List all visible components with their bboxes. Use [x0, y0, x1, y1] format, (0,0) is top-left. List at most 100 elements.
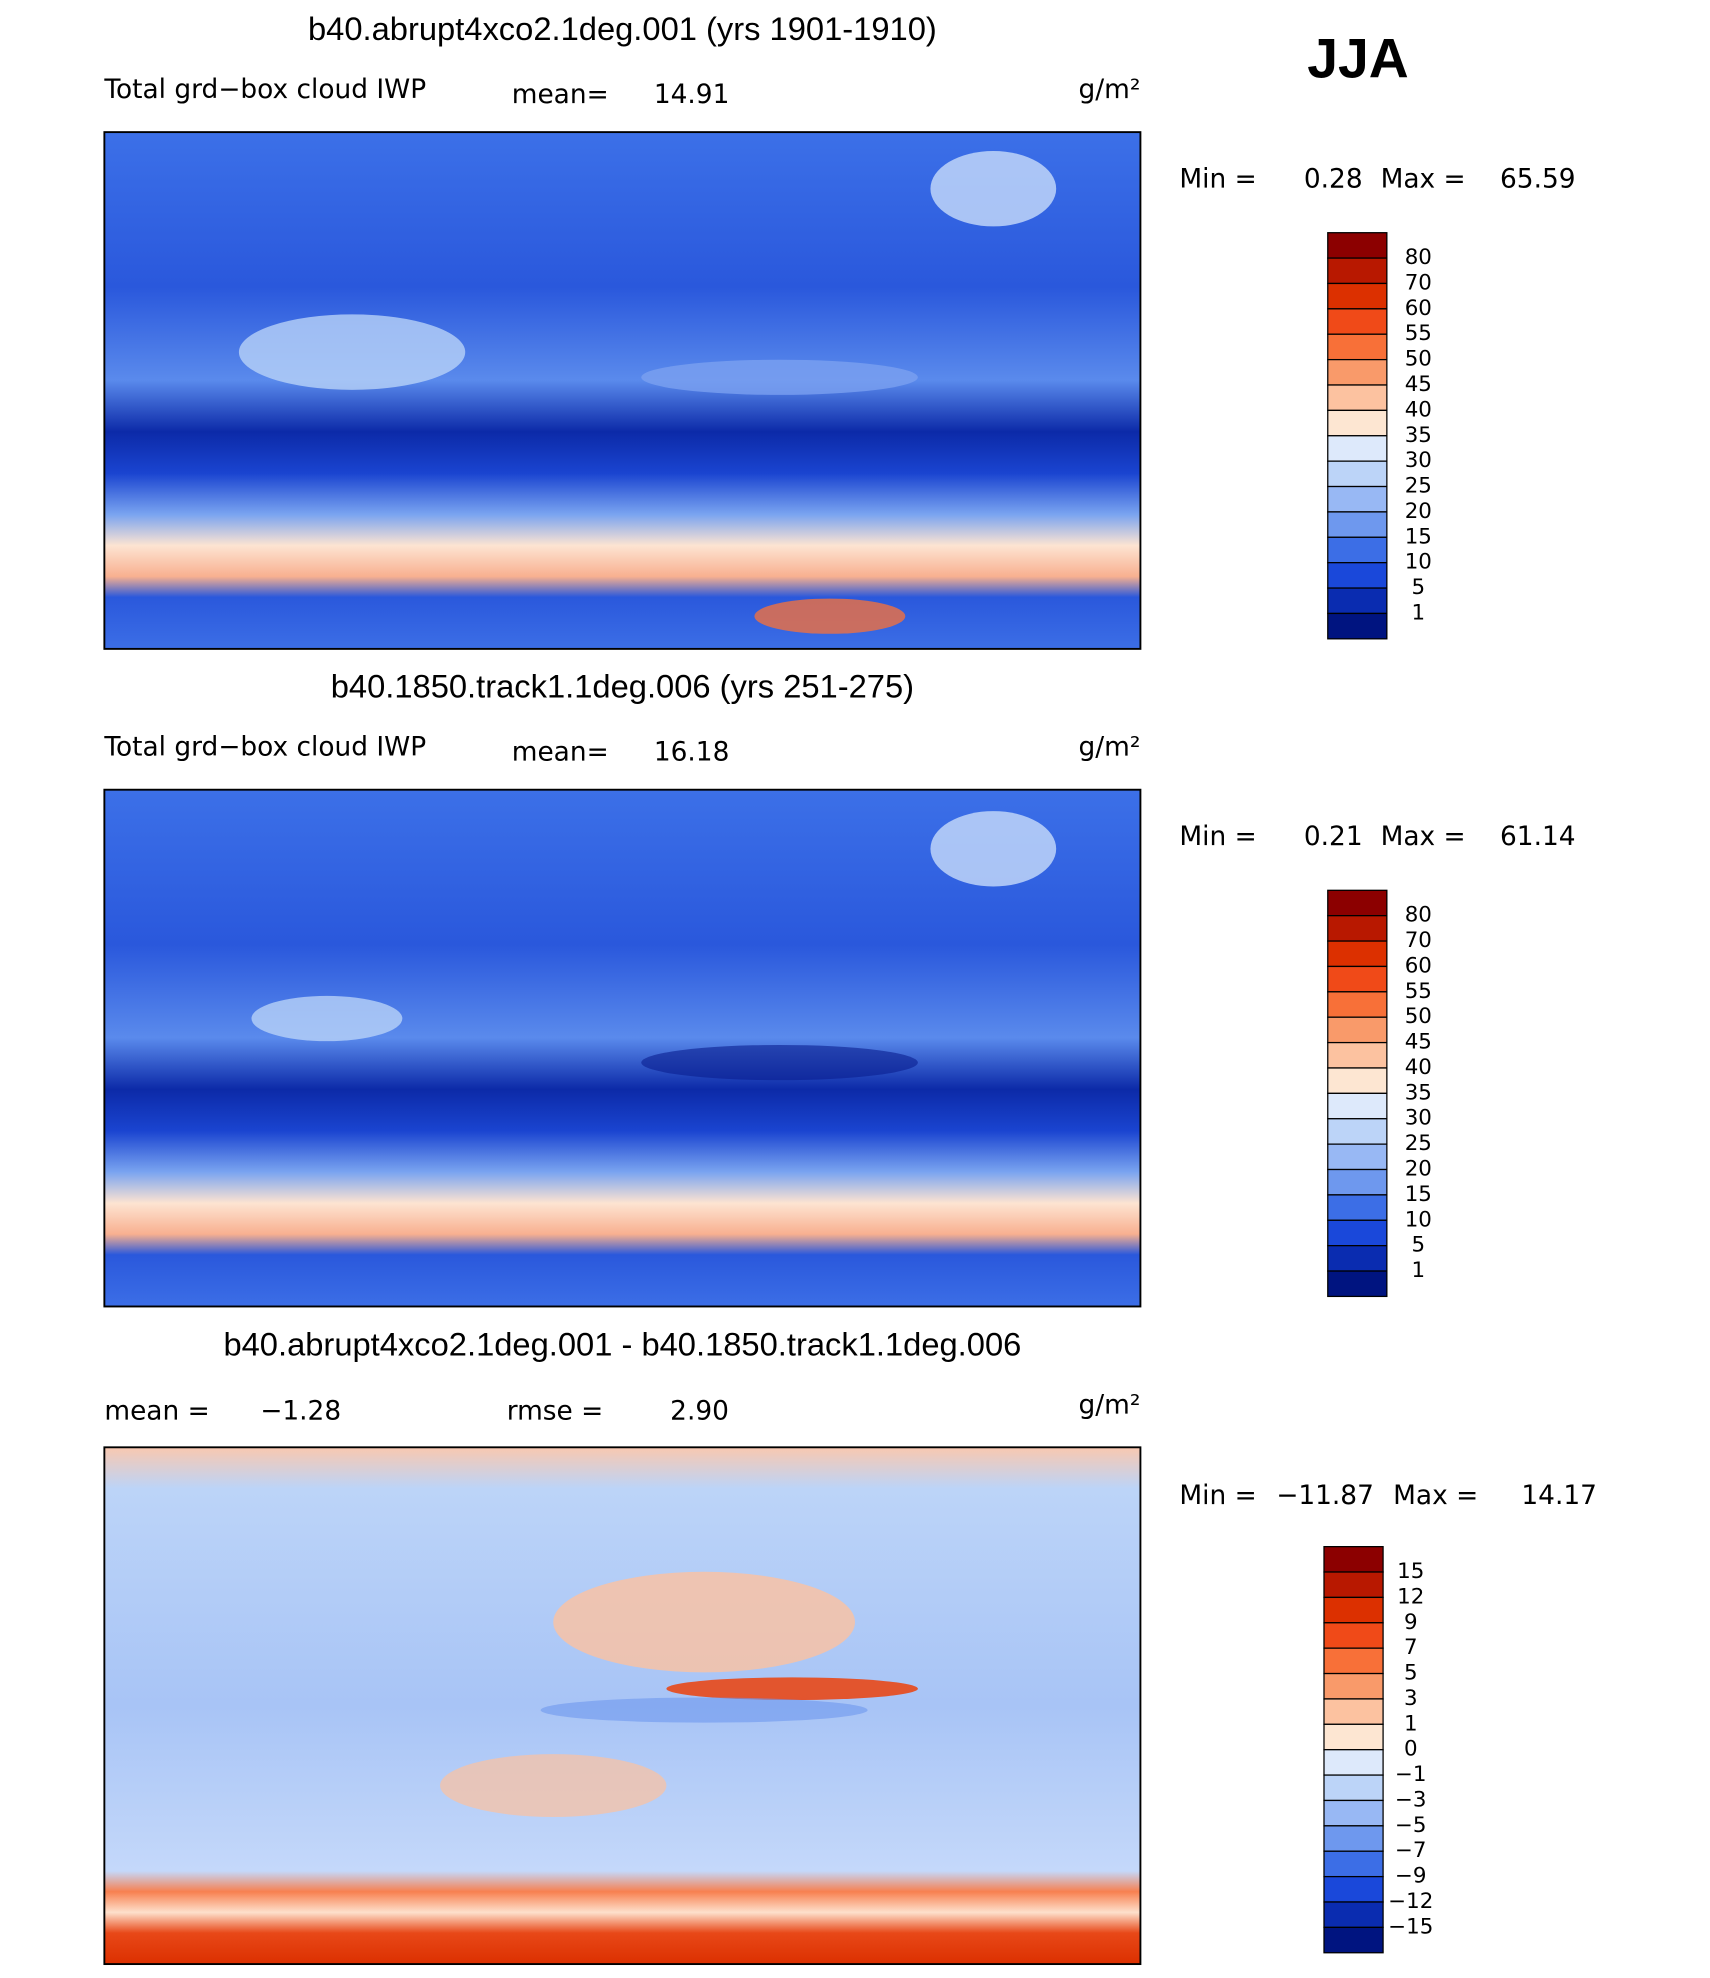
colorbar-label: 20 [1405, 499, 1432, 524]
colorbar-label: 45 [1405, 1030, 1432, 1055]
map [103, 788, 1142, 1308]
colorbar-box [1327, 409, 1388, 437]
min: 0.21 [1304, 821, 1363, 852]
colorbar-box [1323, 1799, 1384, 1827]
colorbar-box [1327, 460, 1388, 488]
colorbar-box [1327, 1143, 1388, 1171]
colorbar-box [1327, 1041, 1388, 1069]
colorbar-box [1327, 435, 1388, 462]
panel-title: b40.abrupt4xco2.1deg.001 (yrs 1901-1910) [308, 10, 937, 47]
colorbar-box [1327, 889, 1388, 917]
units: g/m² [1078, 1389, 1140, 1420]
colorbar-box [1327, 1118, 1388, 1145]
min-label: Min = [1179, 1480, 1256, 1511]
max: 14.17 [1521, 1480, 1597, 1511]
colorbar-label: 60 [1405, 953, 1432, 978]
colorbar-label: 40 [1405, 397, 1432, 422]
units: g/m² [1078, 74, 1140, 105]
mean-label: mean= [512, 79, 609, 110]
colorbar-label: 50 [1405, 1004, 1432, 1029]
colorbar-box [1327, 485, 1388, 513]
colorbar-box [1327, 232, 1388, 259]
colorbar-label: −3 [1395, 1787, 1427, 1812]
min: 0.28 [1304, 163, 1363, 194]
colorbar-label: −9 [1395, 1864, 1427, 1889]
colorbar-box [1327, 1168, 1388, 1196]
colorbar-label: 30 [1405, 1106, 1432, 1131]
colorbar-label: 25 [1405, 474, 1432, 499]
colorbar-label: 5 [1404, 1661, 1418, 1686]
colorbar-label: 1 [1404, 1711, 1418, 1736]
colorbar-label: 3 [1404, 1686, 1418, 1711]
map [103, 131, 1142, 650]
colorbar-box [1323, 1546, 1384, 1573]
variable: Total grd−box cloud IWP [103, 74, 426, 105]
colorbar-box [1327, 1067, 1388, 1094]
colorbar-label: 25 [1405, 1131, 1432, 1156]
colorbar-box [1327, 587, 1388, 615]
colorbar-box [1327, 511, 1388, 538]
colorbar-box [1327, 1016, 1388, 1044]
colorbar-label: −12 [1388, 1889, 1433, 1914]
colorbar-box [1323, 1723, 1384, 1751]
colorbar-box [1327, 612, 1388, 640]
colorbar-label: 9 [1404, 1610, 1418, 1635]
season: JJA [1307, 28, 1408, 90]
variable: Total grd−box cloud IWP [103, 732, 426, 763]
colorbar-label: 15 [1405, 524, 1432, 549]
colorbar-box [1327, 1270, 1388, 1298]
min-label: Min = [1179, 821, 1256, 852]
colorbar-label: 10 [1405, 550, 1432, 575]
colorbar-box [1327, 257, 1388, 285]
colorbar-label: 70 [1405, 270, 1432, 295]
colorbar-label: 35 [1405, 423, 1432, 448]
mean: −1.28 [260, 1396, 341, 1427]
colorbar-label: 40 [1405, 1055, 1432, 1080]
colorbar-label: 55 [1405, 979, 1432, 1004]
colorbar-label: 10 [1405, 1207, 1432, 1232]
min-label: Min = [1179, 163, 1256, 194]
colorbar-label: 5 [1411, 575, 1425, 600]
colorbar-label: 15 [1405, 1182, 1432, 1207]
panel-title: b40.1850.track1.1deg.006 (yrs 251-275) [331, 668, 914, 705]
colorbar-label: 80 [1405, 245, 1432, 270]
colorbar-label: 35 [1405, 1080, 1432, 1105]
colorbar-label: 45 [1405, 372, 1432, 397]
colorbar-box [1327, 1194, 1388, 1221]
colorbar-label: 7 [1404, 1635, 1418, 1660]
max-label: Max = [1381, 163, 1466, 194]
min: −11.87 [1276, 1480, 1374, 1511]
colorbar-box [1323, 1622, 1384, 1649]
colorbar-label: 12 [1397, 1584, 1424, 1609]
colorbar-label: 80 [1405, 903, 1432, 928]
colorbar-label: 30 [1405, 448, 1432, 473]
colorbar-box [1323, 1825, 1384, 1852]
panel-title: b40.abrupt4xco2.1deg.001 - b40.1850.trac… [223, 1325, 1021, 1362]
colorbar-label: 5 [1411, 1233, 1425, 1258]
colorbar-box [1323, 1571, 1384, 1599]
colorbar-box [1327, 384, 1388, 412]
colorbar-box [1327, 562, 1388, 589]
mean-label: mean= [512, 737, 609, 768]
colorbar-label: −7 [1395, 1838, 1427, 1863]
colorbar-box [1327, 358, 1388, 386]
colorbar-box [1327, 1245, 1388, 1272]
colorbar-label: 60 [1405, 296, 1432, 321]
map [103, 1446, 1142, 1966]
colorbar-label: 0 [1404, 1737, 1418, 1762]
colorbar-box [1327, 282, 1388, 310]
colorbar-box [1327, 1219, 1388, 1247]
colorbar-label: 55 [1405, 321, 1432, 346]
units: g/m² [1078, 732, 1140, 763]
max-label: Max = [1381, 821, 1466, 852]
colorbar-box [1323, 1698, 1384, 1725]
colorbar-label: −5 [1395, 1813, 1427, 1838]
colorbar-box [1323, 1749, 1384, 1776]
colorbar-label: 1 [1411, 600, 1425, 625]
max: 65.59 [1500, 163, 1576, 194]
colorbar-box [1323, 1850, 1384, 1878]
colorbar-label: −1 [1395, 1762, 1427, 1787]
colorbar-box [1327, 991, 1388, 1018]
colorbar-box [1327, 940, 1388, 968]
